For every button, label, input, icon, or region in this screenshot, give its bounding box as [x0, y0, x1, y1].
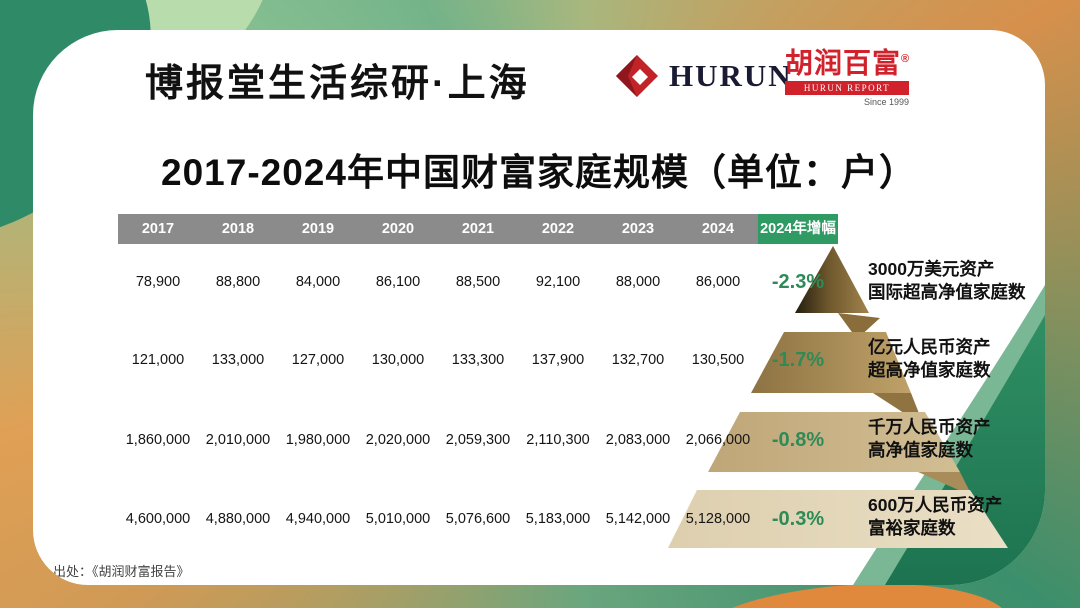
growth-value: -1.7% — [771, 349, 825, 371]
table-cell: 2,059,300 — [445, 432, 511, 448]
table-cell: 4,940,000 — [285, 511, 351, 527]
year-column-header: 2021 — [438, 214, 518, 244]
hurun-report-cn: 胡润百富® — [785, 47, 911, 79]
tier-label-line1: 千万人民币资产 — [868, 417, 991, 437]
table-cell: 5,010,000 — [365, 511, 431, 527]
registered-mark: ® — [901, 53, 911, 65]
tier-label-line2: 国际超高净值家庭数 — [868, 282, 1026, 302]
table-cell: 2,066,000 — [685, 432, 751, 448]
table-cell: 86,100 — [375, 274, 421, 290]
table-cell: 130,500 — [691, 352, 745, 368]
table-cell: 5,142,000 — [605, 511, 671, 527]
table-header-row: 2017 2018 2019 2020 2021 2022 2023 2024 2024年增幅 — [118, 214, 838, 244]
hurun-logo-text: HURUN — [669, 58, 793, 93]
growth-value: -0.3% — [771, 508, 825, 530]
table-row: 4,600,000 4,880,000 4,940,000 5,010,000 5,07… — [118, 505, 838, 533]
growth-value: -2.3% — [771, 271, 825, 293]
table-cell: 2,010,000 — [205, 432, 271, 448]
year-column-header: 2018 — [198, 214, 278, 244]
year-column-header: 2020 — [358, 214, 438, 244]
page-title: 2017-2024年中国财富家庭规模（单位：户） — [161, 152, 917, 193]
table-cell: 88,000 — [615, 274, 661, 290]
table-cell: 133,300 — [451, 352, 505, 368]
pyramid-tier-2 — [751, 332, 911, 393]
tier-label-line1: 600万人民币资产 — [868, 495, 1003, 515]
table-cell: 86,000 — [695, 274, 741, 290]
table-cell: 2,083,000 — [605, 432, 671, 448]
table-cell: 1,860,000 — [125, 432, 191, 448]
table-row: 1,860,000 2,010,000 1,980,000 2,020,000 2,05… — [118, 426, 838, 454]
content-card: 博报堂生活综研·上海 HURUN 胡润百富® HURUN REPORT Sinc… — [33, 30, 1045, 585]
tier-label-3: 千万人民币资产 高净值家庭数 — [868, 416, 991, 462]
pyramid-tier-3 — [708, 412, 960, 472]
year-column-header: 2024 — [678, 214, 758, 244]
hurun-report-logo: 胡润百富® HURUN REPORT Since 1999 — [785, 44, 923, 107]
hurun-diamond-icon — [616, 55, 658, 97]
year-column-header: 2022 — [518, 214, 598, 244]
table-cell: 84,000 — [295, 274, 341, 290]
growth-column-header: 2024年增幅 — [758, 214, 838, 244]
table-cell: 137,900 — [531, 352, 585, 368]
pyramid-tier-1 — [795, 246, 869, 313]
swoosh-body — [885, 315, 1045, 585]
tier-label-line2: 高净值家庭数 — [868, 440, 973, 460]
table-cell: 133,000 — [211, 352, 265, 368]
table-cell: 4,600,000 — [125, 511, 191, 527]
table-cell: 88,800 — [215, 274, 261, 290]
table-cell: 1,980,000 — [285, 432, 351, 448]
hurun-report-banner: HURUN REPORT — [785, 81, 909, 96]
table-cell: 2,020,000 — [365, 432, 431, 448]
table-row: 78,900 88,800 84,000 86,100 88,500 92,100 88,0… — [118, 268, 838, 296]
tier-label-1: 3000万美元资产 国际超高净值家庭数 — [868, 258, 1026, 304]
table-cell: 5,128,000 — [685, 511, 751, 527]
hurun-logo: HURUN — [613, 52, 793, 100]
tier-label-line2: 富裕家庭数 — [868, 518, 956, 538]
source-note: 出处：《胡润财富报告》 — [53, 564, 190, 579]
brand-title: 博报堂生活综研·上海 — [145, 63, 530, 105]
tier-label-line1: 亿元人民币资产 — [868, 337, 991, 357]
tier-label-line1: 3000万美元资产 — [868, 259, 995, 279]
table-row: 121,000 133,000 127,000 130,000 133,300 137,9… — [118, 346, 838, 374]
year-column-header: 2023 — [598, 214, 678, 244]
table-cell: 132,700 — [611, 352, 665, 368]
table-cell: 121,000 — [131, 352, 185, 368]
tier-label-line2: 超高净值家庭数 — [868, 360, 991, 380]
pyramid-tier-4 — [668, 490, 1008, 548]
table-cell: 4,880,000 — [205, 511, 271, 527]
table-cell: 2,110,300 — [526, 432, 590, 448]
pyramid-and-swoosh-graphic — [668, 246, 1045, 585]
year-column-header: 2017 — [118, 214, 198, 244]
table-cell: 92,100 — [535, 274, 581, 290]
table-cell: 127,000 — [291, 352, 345, 368]
year-column-header: 2019 — [278, 214, 358, 244]
table-cell: 78,900 — [135, 274, 181, 290]
tier-label-4: 600万人民币资产 富裕家庭数 — [868, 494, 1002, 540]
growth-value: -0.8% — [771, 429, 825, 451]
table-cell: 88,500 — [455, 274, 501, 290]
tier-label-2: 亿元人民币资产 超高净值家庭数 — [868, 336, 991, 382]
table-cell: 5,076,600 — [445, 511, 511, 527]
table-cell: 130,000 — [371, 352, 425, 368]
hurun-report-since: Since 1999 — [863, 97, 909, 108]
pyramid-tier-1-fold — [838, 313, 880, 339]
table-cell: 5,183,000 — [525, 511, 591, 527]
